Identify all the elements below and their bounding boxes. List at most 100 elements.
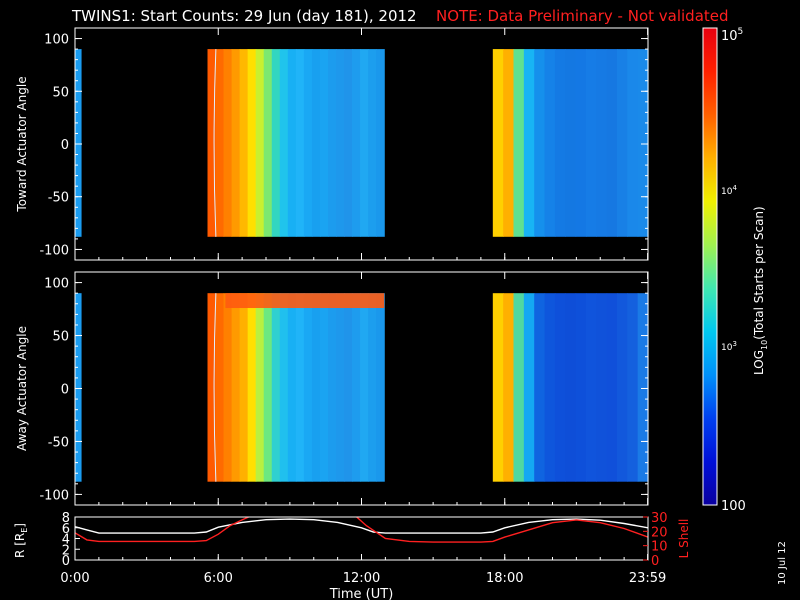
heatmap-strip [231,293,241,482]
heatmap-strip [279,49,289,237]
heatmap-strip [279,293,289,482]
heatmap-strip [247,49,257,237]
y-tick-label: 50 [52,330,69,345]
heatmap-strip [263,293,273,482]
heatmap-strip [207,49,217,237]
heatmap-strip [376,293,385,482]
heatmap-strip [360,49,369,237]
y-tick-label: -100 [39,488,69,503]
away-angle-panel: 100 50 0 -50 -100 Away Actuator Angle [15,271,649,506]
heatmap-strip [319,49,329,237]
heatmap-strip [255,293,265,482]
x-tick-label: 23:59 [629,571,666,586]
toward-angle-panel: 100 50 0 -50 -100 Toward Actuator Angle [15,27,649,261]
heatmap-strip [585,293,597,482]
heatmap-strip [327,293,337,482]
y-axis-label-right: L Shell [677,519,691,559]
heatmap-strip [503,49,515,237]
heatmap-strip [565,293,577,482]
heatmap-strip [523,49,535,237]
y-tick-label-left: 6 [62,522,70,537]
heatmap-strip [627,293,639,482]
heatmap-strip [295,49,305,237]
heatmap-strip [223,293,233,482]
heatmap-strip [75,293,82,482]
x-tick-label: 12:00 [343,571,380,586]
heatmap-strip [534,49,546,237]
heatmap-strip [544,293,556,482]
heatmap-strip [606,49,618,237]
heatmap-strip [376,49,385,237]
sensor-trace [213,49,217,237]
heatmap-strip [637,293,649,482]
lshell-line [75,517,648,543]
heatmap-strip [223,49,233,237]
y-tick-label: 0 [61,138,69,153]
y-tick-label-right: 30 [651,511,668,526]
heatmap-strip [247,293,257,482]
y-axis-label: Toward Actuator Angle [15,76,29,212]
heatmap-strip [596,49,608,237]
date-stamp: 10 Jul 12 [777,541,788,585]
colorbar-tick-mid2: 103 [721,340,737,353]
heatmap-strip [637,49,649,237]
heatmap-strip [606,293,618,482]
y-tick-label-right: 10 [651,540,668,555]
sensor-trace [213,293,217,482]
y-axis-label-left: R [RE] [13,523,29,558]
figure-title: TWINS1: Start Counts: 29 Jun (day 181), … [71,7,417,25]
heatmap-strip [327,49,337,237]
heatmap-strip [75,49,82,237]
heatmap-strip [575,49,587,237]
y-tick-label-left: 2 [62,543,70,558]
y-tick-label: -50 [48,191,69,206]
y-tick-label-right: 20 [651,525,668,540]
heatmap-strip [575,293,587,482]
heatmap-strip [335,293,345,482]
x-tick-label: 0:00 [60,571,89,586]
heatmap-strip [627,49,639,237]
heatmap-strip [616,293,628,482]
heatmap-strip [311,49,321,237]
heatmap-strip [303,49,313,237]
heatmap-strip [319,293,329,482]
heatmap-strip [513,49,525,237]
heatmap-strip [344,293,353,482]
heatmap-strip [352,293,361,482]
heatmap-strip [368,49,377,237]
y-tick-label: 0 [61,383,69,398]
heatmap-strip [295,293,305,482]
y-tick-label-left: 8 [62,511,70,526]
heatmap-strip [565,49,577,237]
heatmap-strip [271,49,281,237]
y-tick-label: 100 [44,277,69,292]
x-tick-label: 18:00 [486,571,523,586]
heatmap-strip [287,293,297,482]
heatmap-strip [344,49,353,237]
y-tick-label: -50 [48,435,69,450]
heatmap-strip [585,49,597,237]
heatmap-strip [207,293,217,482]
preliminary-note: NOTE: Data Preliminary - Not validated [436,7,729,25]
heatmap-strip [231,49,241,237]
heatmap-strip [263,49,273,237]
heatmap-strip [215,293,225,482]
heatmap-strip [503,293,515,482]
colorbar-label: LOG10(Total Starts per Scan) [752,206,769,375]
heatmap-strip [554,49,566,237]
heatmap-strip [303,293,313,482]
heatmap-strip [492,293,504,482]
y-tick-label: 50 [52,85,69,100]
heatmap-strip [492,49,504,237]
y-axis-label: Away Actuator Angle [15,326,29,451]
radius-line [75,518,648,534]
y-tick-label: -100 [39,243,69,258]
colorbar-scale [702,27,718,506]
heatmap-strip [255,49,265,237]
y-tick-label-left: 4 [62,533,70,548]
heatmap-strip [544,49,556,237]
heatmap-strip [523,293,535,482]
